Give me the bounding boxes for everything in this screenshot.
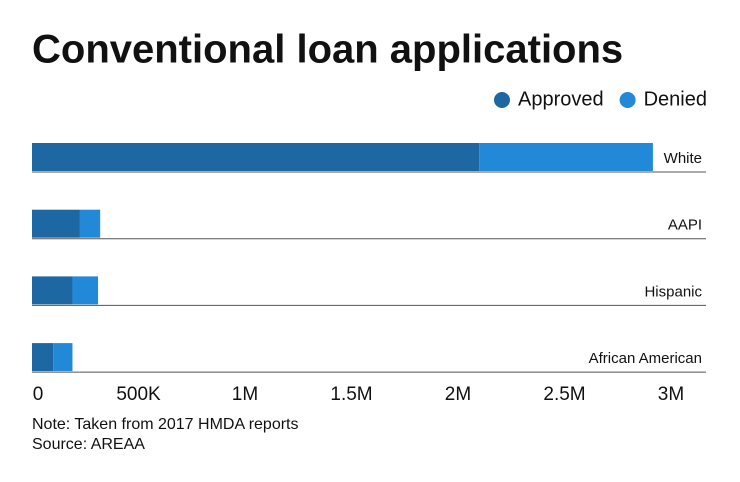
bar	[79, 209, 101, 238]
x-tick-label: 1M	[232, 384, 258, 405]
legend-swatch	[619, 92, 636, 108]
legend-swatch	[493, 92, 510, 108]
x-tick-label: 2.5M	[543, 384, 585, 405]
chart-title: Conventional loan applications	[32, 28, 623, 72]
bar	[32, 343, 54, 372]
x-tick-label: 2M	[445, 384, 471, 405]
x-tick-label: 500K	[116, 384, 161, 405]
legend-label: Denied	[644, 88, 707, 110]
category-label: African American	[589, 350, 702, 367]
bar	[32, 143, 480, 171]
category-label: AAPI	[668, 217, 702, 234]
source: Source: AREAA	[32, 436, 145, 453]
x-tick-label: 1.5M	[330, 384, 372, 405]
legend-label: Approved	[518, 88, 604, 110]
x-tick-label: 0	[33, 384, 44, 405]
bar	[72, 276, 99, 305]
bar	[32, 209, 80, 238]
bar	[32, 276, 73, 305]
bar	[53, 343, 73, 372]
category-label: Hispanic	[644, 283, 702, 300]
x-tick-label: 3M	[658, 384, 684, 405]
bar	[479, 143, 653, 171]
note: Note: Taken from 2017 HMDA reports	[32, 416, 299, 433]
category-label: White	[664, 150, 702, 167]
